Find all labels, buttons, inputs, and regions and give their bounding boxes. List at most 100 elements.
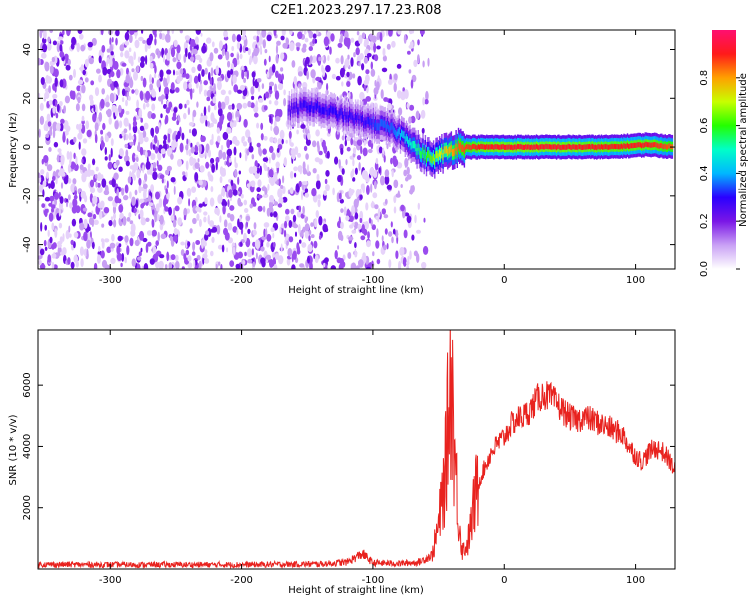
spectrogram-noise-cell (157, 164, 163, 172)
spectrogram-noise-cell (291, 253, 294, 263)
spectrogram-noise-cell (73, 136, 77, 143)
spectrogram-noise-cell (165, 114, 169, 124)
spectrogram-noise-cell (198, 218, 202, 228)
spectrogram-noise-cell (382, 55, 387, 62)
spectrogram-signal-cell (377, 122, 379, 130)
spectrogram-signal-cell (545, 143, 547, 149)
spectrogram-noise-cell (341, 135, 345, 141)
spectrogram-signal-cell (424, 148, 427, 156)
spectrogram-signal-cell (334, 107, 337, 116)
spectrogram-noise-cell (87, 231, 91, 240)
spectrogram-signal-cell (611, 143, 613, 149)
spectrogram-noise-cell (39, 115, 45, 125)
spectrogram-noise-cell (280, 185, 284, 189)
spectrogram-noise-cell (262, 39, 266, 49)
spectrogram-noise-cell (170, 214, 175, 221)
spectrogram-signal-cell (307, 102, 309, 111)
spectrogram-noise-cell (176, 120, 180, 126)
spectrogram-signal-cell (584, 144, 586, 150)
spectrogram-noise-cell (151, 209, 155, 215)
spectrogram-noise-cell (365, 96, 372, 102)
spectrogram-noise-cell (411, 234, 415, 241)
spectrogram-signal-cell (512, 145, 514, 151)
spectrogram-noise-cell (152, 171, 158, 181)
spectrogram-signal-cell (643, 143, 645, 149)
spectrogram-noise-cell (138, 132, 144, 141)
spectrogram-noise-cell (191, 128, 197, 137)
x-tick-label: -200 (230, 275, 253, 286)
spectrogram-signal-cell (636, 142, 638, 148)
spectrogram-signal-cell (297, 107, 299, 115)
spectrogram-signal-cell (567, 143, 570, 149)
spectrogram-signal-cell (515, 145, 518, 151)
spectrogram-noise-cell (242, 102, 248, 109)
spectrogram-noise-cell (376, 228, 379, 238)
spectrogram-signal-cell (371, 122, 373, 130)
figure-title: C2E1.2023.297.17.23.R08 (270, 3, 441, 18)
spectrogram-signal-cell (496, 144, 499, 150)
spectrogram-noise-cell (335, 130, 340, 140)
spectrogram-signal-cell (639, 142, 642, 148)
spectrogram-noise-cell (48, 212, 54, 222)
spectrogram-noise-cell (180, 241, 185, 246)
spectrogram-noise-cell (81, 158, 84, 164)
spectrogram-noise-cell (158, 198, 163, 208)
spectrogram-noise-cell (244, 153, 248, 162)
spectrogram-noise-cell (188, 74, 193, 84)
spectrogram-noise-cell (129, 220, 134, 225)
spectrogram-signal-cell (522, 144, 525, 150)
spectrogram-noise-cell (357, 223, 362, 230)
spectrogram-noise-cell (398, 260, 402, 269)
spectrogram-signal-cell (324, 107, 326, 115)
spectrogram-noise-cell (269, 115, 272, 124)
spectrogram-noise-cell (74, 254, 77, 261)
spectrogram-noise-cell (247, 100, 252, 108)
spectrogram-signal-cell (652, 142, 655, 148)
spectrogram-noise-cell (298, 205, 302, 213)
spectrogram-noise-cell (52, 128, 56, 139)
spectrogram-signal-cell (610, 144, 612, 150)
spectrogram-noise-cell (203, 80, 208, 86)
spectrogram-noise-cell (252, 35, 258, 41)
spectrogram-noise-cell (70, 261, 75, 269)
spectrogram-noise-cell (268, 89, 273, 95)
spectrogram-noise-cell (151, 113, 156, 120)
spectrogram-noise-cell (66, 201, 68, 208)
spectrogram-noise-cell (251, 248, 254, 256)
spectrogram-noise-cell (416, 229, 421, 234)
spectrogram-noise-cell (269, 136, 274, 143)
spectrogram-signal-cell (450, 144, 453, 153)
spectrogram-noise-cell (199, 115, 205, 124)
spectrogram-noise-cell (133, 71, 138, 81)
snr-x-label: Height of straight line (km) (288, 585, 424, 596)
spectrogram-noise-cell (281, 73, 284, 81)
spectrogram-noise-cell (166, 74, 170, 84)
spectrogram-noise-cell (80, 190, 87, 199)
spectrogram-noise-cell (280, 35, 285, 41)
spectrogram-noise-cell (277, 188, 283, 199)
spectrogram-noise-cell (47, 43, 52, 51)
spectrogram-noise-cell (303, 30, 307, 35)
spectrogram-noise-cell (68, 225, 71, 233)
spectrogram-noise-cell (211, 41, 215, 48)
spectrogram-noise-cell (204, 197, 208, 205)
spectrogram-signal-cell (542, 144, 545, 150)
spectrogram-signal-cell (506, 144, 508, 150)
spectrogram-noise-cell (265, 254, 272, 260)
spectrogram-noise-cell (226, 148, 233, 157)
spectrogram-noise-cell (64, 95, 70, 104)
spectrogram-noise-cell (365, 175, 370, 183)
spectrogram-noise-cell (294, 172, 297, 178)
spectrogram-signal-cell (564, 144, 566, 150)
spectrogram-signal-cell (632, 143, 635, 149)
spectrogram-noise-cell (285, 208, 290, 215)
spectrogram-signal-cell (457, 141, 460, 149)
spectrogram-noise-cell (124, 184, 129, 194)
spectrogram-noise-cell (283, 98, 287, 107)
spectrogram-noise-cell (185, 249, 190, 256)
spectrogram-noise-cell (218, 261, 221, 266)
spectrogram-noise-cell (206, 37, 212, 44)
spectrogram-noise-cell (229, 214, 235, 222)
spectrogram-signal-cell (298, 107, 300, 115)
spectrogram-noise-cell (97, 186, 103, 194)
